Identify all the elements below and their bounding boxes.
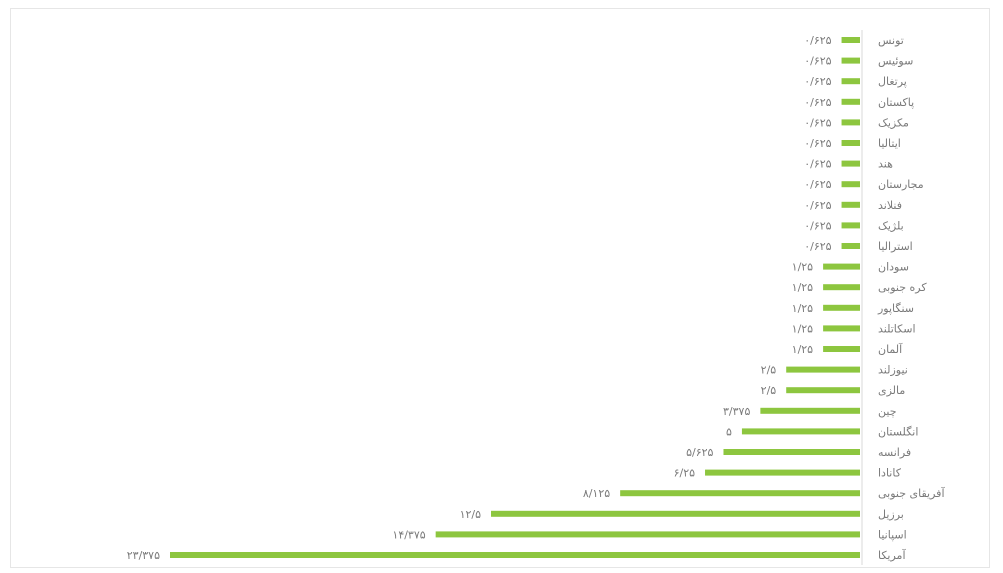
category-label: سوئیس [878, 55, 913, 68]
bar [823, 325, 860, 332]
category-label: آفریقای جنوبی [878, 486, 945, 500]
data-label: ۱/۲۵ [792, 322, 814, 335]
bar [823, 284, 860, 291]
bar [841, 222, 860, 229]
data-label: ۸/۱۲۵ [583, 487, 610, 500]
data-label: ۰/۶۲۵ [804, 116, 831, 129]
category-label: سودان [878, 261, 909, 274]
category-label: مکزیک [878, 116, 909, 129]
bar [435, 531, 860, 538]
category-label: پاکستان [878, 96, 914, 109]
data-label: ۰/۶۲۵ [804, 219, 831, 232]
bar [841, 140, 860, 146]
category-label: سنگاپور [877, 302, 914, 315]
data-label: ۱۲/۵ [460, 508, 482, 521]
category-label: فرانسه [878, 446, 911, 459]
category-label: نیوزلند [878, 364, 908, 377]
data-label: ۵/۶۲۵ [686, 446, 713, 459]
bar [823, 304, 860, 311]
category-label: آلمان [878, 342, 903, 356]
bar [786, 387, 860, 394]
category-label: فنلاند [878, 199, 902, 212]
bar [760, 407, 860, 414]
data-label: ۰/۶۲۵ [804, 240, 831, 253]
data-label: ۰/۶۲۵ [804, 158, 831, 171]
category-label: اسپانیا [878, 528, 907, 541]
bar [741, 428, 860, 435]
data-label: ۰/۶۲۵ [804, 34, 831, 47]
data-label: ۰/۶۲۵ [804, 55, 831, 68]
data-label: ۱۴/۳۷۵ [392, 528, 425, 541]
category-label: استرالیا [878, 240, 913, 253]
data-label: ۰/۶۲۵ [804, 137, 831, 150]
data-label: ۱/۲۵ [792, 281, 814, 294]
data-label: ۶/۲۵ [674, 467, 696, 480]
data-label: ۱/۲۵ [792, 343, 814, 356]
bar [786, 366, 860, 373]
bar [620, 490, 860, 497]
data-label: ۰/۶۲۵ [804, 75, 831, 88]
bar [841, 160, 860, 167]
category-label: ایتالیا [878, 137, 901, 150]
bar [841, 98, 860, 105]
data-label: ۱/۲۵ [792, 302, 814, 315]
bar [705, 469, 860, 476]
category-label: بلژیک [878, 219, 904, 232]
data-label: ۵ [726, 425, 732, 438]
category-label: کره جنوبی [878, 281, 927, 294]
bar [841, 201, 860, 208]
data-label: ۱/۲۵ [792, 261, 814, 274]
category-label: برزیل [878, 508, 904, 521]
data-label: ۲/۵ [761, 384, 777, 397]
bar [841, 57, 860, 64]
bar [841, 78, 860, 85]
category-label: مجارستان [878, 178, 924, 191]
data-label: ۳/۳۷۵ [723, 405, 750, 418]
category-label: انگلستان [878, 425, 918, 438]
data-label: ۲۳/۳۷۵ [127, 549, 160, 562]
data-label: ۰/۶۲۵ [804, 178, 831, 191]
chart-frame [10, 8, 990, 568]
bar [723, 449, 860, 455]
category-label: هند [878, 158, 893, 171]
data-label: ۰/۶۲۵ [804, 96, 831, 109]
bar [823, 346, 860, 352]
category-label: کانادا [878, 467, 902, 480]
category-label: پرتغال [878, 75, 907, 88]
bar [841, 37, 860, 43]
category-label: آمریکا [878, 548, 906, 562]
category-label: چین [878, 405, 897, 418]
bar [841, 181, 860, 188]
category-label: اسکاتلند [878, 322, 916, 335]
bar [841, 119, 860, 126]
bar [823, 263, 860, 270]
data-label: ۲/۵ [761, 364, 777, 377]
data-label: ۰/۶۲۵ [804, 199, 831, 212]
bar [170, 552, 860, 558]
bar [491, 510, 860, 517]
bar [841, 243, 860, 249]
category-label: تونس [878, 34, 904, 47]
category-label: مالزی [878, 384, 905, 397]
